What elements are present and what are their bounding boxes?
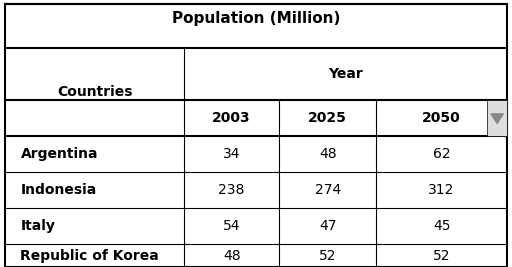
Text: 54: 54	[223, 219, 241, 233]
Text: 34: 34	[223, 147, 241, 161]
Text: 52: 52	[433, 249, 451, 263]
Text: Indonesia: Indonesia	[20, 183, 97, 197]
Text: 47: 47	[319, 219, 336, 233]
Text: 312: 312	[429, 183, 455, 197]
Polygon shape	[491, 114, 503, 123]
Text: 2003: 2003	[212, 111, 251, 125]
Text: 2025: 2025	[308, 111, 347, 125]
Text: 62: 62	[433, 147, 451, 161]
Text: Argentina: Argentina	[20, 147, 98, 161]
Text: 274: 274	[314, 183, 341, 197]
Text: Republic of Korea: Republic of Korea	[20, 249, 159, 263]
Text: 48: 48	[223, 249, 241, 263]
Text: Year: Year	[328, 67, 363, 81]
Text: Italy: Italy	[20, 219, 55, 233]
Text: 2050: 2050	[422, 111, 461, 125]
Text: 52: 52	[319, 249, 336, 263]
Text: 238: 238	[219, 183, 245, 197]
Text: Population (Million): Population (Million)	[172, 11, 340, 26]
Bar	[487, 100, 507, 136]
Text: 45: 45	[433, 219, 451, 233]
Text: Countries: Countries	[57, 85, 133, 99]
Text: 48: 48	[319, 147, 336, 161]
